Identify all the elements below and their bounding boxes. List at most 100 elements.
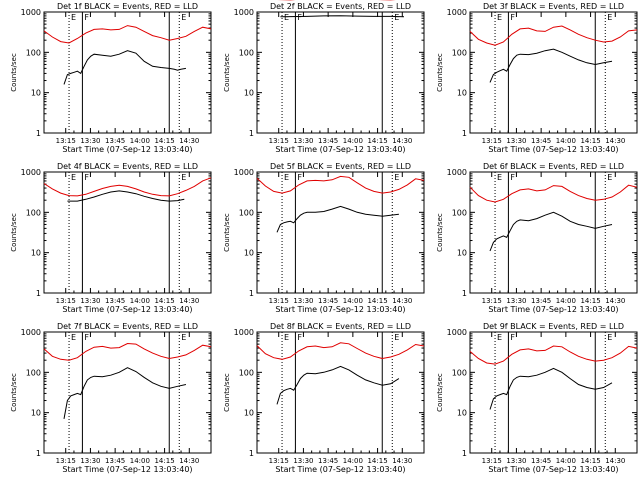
series-line-lld xyxy=(469,345,638,365)
marker-label: F xyxy=(510,13,515,22)
marker-label: E xyxy=(181,13,186,22)
series-line-lld xyxy=(43,342,212,361)
x-tick-label: 13:45 xyxy=(105,297,125,305)
x-tick-label: 14:00 xyxy=(130,137,150,145)
x-tick-label: 14:15 xyxy=(580,297,600,305)
panel-title: Det 3f BLACK = Events, RED = LLD xyxy=(483,2,624,11)
x-tick-label: 14:00 xyxy=(130,457,150,465)
x-axis-label: Start Time (07-Sep-12 13:03:40) xyxy=(275,305,405,314)
x-tick-label: 14:30 xyxy=(392,137,412,145)
y-axis-label: Counts/sec xyxy=(436,213,444,252)
y-tick-label: 100 xyxy=(239,368,254,377)
x-tick-label: 14:30 xyxy=(179,297,199,305)
x-tick-label: 14:15 xyxy=(580,457,600,465)
x-tick-label: 14:00 xyxy=(343,297,363,305)
x-tick-label: 14:15 xyxy=(367,297,387,305)
series-line-events xyxy=(276,365,400,405)
y-axis-label: Counts/sec xyxy=(436,53,444,92)
panel-title: Det 6f BLACK = Events, RED = LLD xyxy=(483,162,624,171)
plot-frame xyxy=(469,11,638,134)
y-axis-label: Counts/sec xyxy=(10,53,18,92)
x-tick-label: 13:15 xyxy=(56,137,76,145)
series-line-lld xyxy=(43,25,212,44)
plot-frame xyxy=(43,171,212,294)
x-tick-label: 14:30 xyxy=(179,137,199,145)
x-axis-label: Start Time (07-Sep-12 13:03:40) xyxy=(488,145,618,154)
y-tick-label: 10 xyxy=(31,409,41,418)
x-tick-label: 13:30 xyxy=(506,297,526,305)
x-tick-label: 13:45 xyxy=(531,457,551,465)
panel-5: Det 5f BLACK = Events, RED = LLD 1 10 100 10… xyxy=(223,162,425,314)
y-tick-label: 1000 xyxy=(234,8,254,17)
y-tick-label: 1000 xyxy=(234,168,254,177)
series-line-events xyxy=(276,205,399,233)
marker-label: E xyxy=(607,333,612,342)
panel-title: Det 9f BLACK = Events, RED = LLD xyxy=(483,322,624,331)
y-tick-label: 100 xyxy=(239,48,254,57)
x-tick-label: 14:30 xyxy=(605,137,625,145)
x-tick-label: 14:30 xyxy=(179,457,199,465)
x-tick-label: 13:15 xyxy=(482,137,502,145)
x-tick-label: 14:30 xyxy=(392,297,412,305)
marker-label: E xyxy=(607,13,612,22)
y-tick-label: 1 xyxy=(36,449,41,458)
x-tick-label: 13:15 xyxy=(269,137,289,145)
y-tick-label: 100 xyxy=(452,48,467,57)
x-tick-label: 13:30 xyxy=(293,457,313,465)
y-tick-label: 1000 xyxy=(447,328,467,337)
series-line-events xyxy=(67,190,185,202)
y-tick-label: 100 xyxy=(26,368,41,377)
marker-label: E xyxy=(284,13,289,22)
y-axis-label: Counts/sec xyxy=(10,373,18,412)
panel-7: Det 7f BLACK = Events, RED = LLD 1 10 100 10… xyxy=(10,322,212,474)
x-tick-label: 14:00 xyxy=(556,137,576,145)
plot-frame xyxy=(469,171,638,294)
y-tick-label: 100 xyxy=(452,368,467,377)
x-tick-label: 14:00 xyxy=(556,297,576,305)
x-axis-label: Start Time (07-Sep-12 13:03:40) xyxy=(62,145,192,154)
x-axis-label: Start Time (07-Sep-12 13:03:40) xyxy=(275,465,405,474)
marker-label: F xyxy=(84,13,89,22)
y-tick-label: 1 xyxy=(462,289,467,298)
series-line-events xyxy=(489,211,613,252)
x-tick-label: 13:30 xyxy=(293,137,313,145)
x-tick-label: 14:00 xyxy=(343,457,363,465)
series-line-lld xyxy=(256,175,425,194)
y-tick-label: 1000 xyxy=(21,328,41,337)
x-tick-label: 14:15 xyxy=(367,137,387,145)
y-tick-label: 1000 xyxy=(447,168,467,177)
marker-label: E xyxy=(71,333,76,342)
x-tick-label: 14:15 xyxy=(367,457,387,465)
x-tick-label: 13:45 xyxy=(105,137,125,145)
marker-label: F xyxy=(297,13,302,22)
panel-6: Det 6f BLACK = Events, RED = LLD 1 10 100 10… xyxy=(436,162,638,314)
panel-1: Det 1f BLACK = Events, RED = LLD 1 10 100 10… xyxy=(10,2,212,154)
x-tick-label: 13:15 xyxy=(269,297,289,305)
y-tick-label: 10 xyxy=(31,89,41,98)
y-axis-label: Counts/sec xyxy=(436,373,444,412)
marker-label: E xyxy=(497,13,502,22)
series-line-events xyxy=(63,50,186,85)
y-axis-label: Counts/sec xyxy=(10,213,18,252)
x-tick-label: 14:15 xyxy=(154,137,174,145)
panel-title: Det 1f BLACK = Events, RED = LLD xyxy=(57,2,198,11)
panel-2: Det 2f BLACK = Events, RED = LLD 1 10 100 10… xyxy=(223,0,425,154)
x-tick-label: 13:45 xyxy=(318,457,338,465)
x-tick-label: 13:30 xyxy=(80,457,100,465)
marker-label: F xyxy=(297,333,302,342)
x-axis-label: Start Time (07-Sep-12 13:03:40) xyxy=(488,465,618,474)
y-tick-label: 10 xyxy=(244,249,254,258)
marker-label: E xyxy=(284,333,289,342)
y-tick-label: 100 xyxy=(452,208,467,217)
y-tick-label: 1 xyxy=(249,449,254,458)
y-tick-label: 1000 xyxy=(447,8,467,17)
y-tick-label: 1000 xyxy=(21,168,41,177)
x-tick-label: 13:30 xyxy=(293,297,313,305)
y-axis-label: Counts/sec xyxy=(223,213,231,252)
plot-frame xyxy=(256,11,425,134)
x-tick-label: 14:15 xyxy=(154,297,174,305)
plot-frame xyxy=(469,331,638,454)
marker-label: E xyxy=(284,173,289,182)
marker-label: F xyxy=(510,333,515,342)
x-axis-label: Start Time (07-Sep-12 13:03:40) xyxy=(62,305,192,314)
